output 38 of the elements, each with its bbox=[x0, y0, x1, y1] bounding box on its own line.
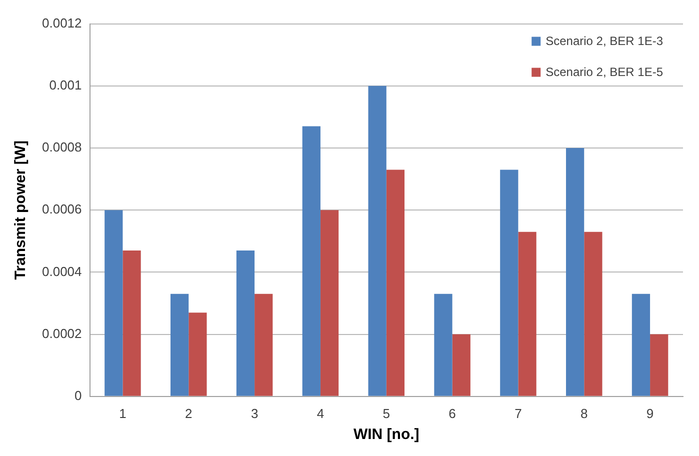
x-tick-label: 2 bbox=[185, 406, 192, 421]
x-tick-label: 8 bbox=[580, 406, 588, 421]
y-tick-label: 0.0002 bbox=[42, 326, 82, 341]
bar bbox=[518, 232, 536, 396]
y-tick-label: 0.001 bbox=[49, 77, 82, 92]
bar bbox=[302, 126, 320, 396]
bar bbox=[434, 294, 452, 396]
y-tick-label: 0.0004 bbox=[42, 264, 82, 279]
legend-label: Scenario 2, BER 1E-5 bbox=[546, 65, 664, 80]
bar bbox=[188, 312, 207, 396]
x-tick-label: 3 bbox=[250, 406, 258, 421]
bar bbox=[320, 210, 339, 396]
x-tick-label: 6 bbox=[448, 406, 456, 421]
y-tick-label: 0.0012 bbox=[42, 15, 82, 30]
bar bbox=[170, 294, 189, 396]
y-tick-label: 0 bbox=[74, 388, 82, 403]
x-tick-label: 1 bbox=[119, 406, 126, 421]
bar bbox=[386, 170, 405, 396]
bar bbox=[122, 250, 141, 396]
bar bbox=[500, 170, 518, 396]
y-tick-label: 0.0008 bbox=[42, 140, 82, 155]
x-tick-label: 4 bbox=[316, 406, 324, 421]
y-tick-label: 0.0006 bbox=[42, 202, 82, 217]
bar bbox=[368, 86, 386, 396]
y-axis-title: Transmit power [W] bbox=[12, 140, 30, 280]
legend-label: Scenario 2, BER 1E-3 bbox=[546, 34, 664, 48]
bar bbox=[632, 294, 650, 396]
x-tick-label: 5 bbox=[382, 406, 390, 421]
bar bbox=[236, 250, 255, 396]
x-tick-label: 7 bbox=[514, 406, 522, 421]
bar bbox=[104, 210, 123, 396]
bar bbox=[254, 294, 273, 396]
bar bbox=[452, 334, 470, 396]
x-tick-label: 9 bbox=[646, 406, 654, 421]
bar bbox=[584, 232, 602, 396]
x-axis-title: WIN [no.] bbox=[353, 426, 420, 444]
bar bbox=[650, 334, 668, 396]
bar bbox=[566, 148, 584, 396]
